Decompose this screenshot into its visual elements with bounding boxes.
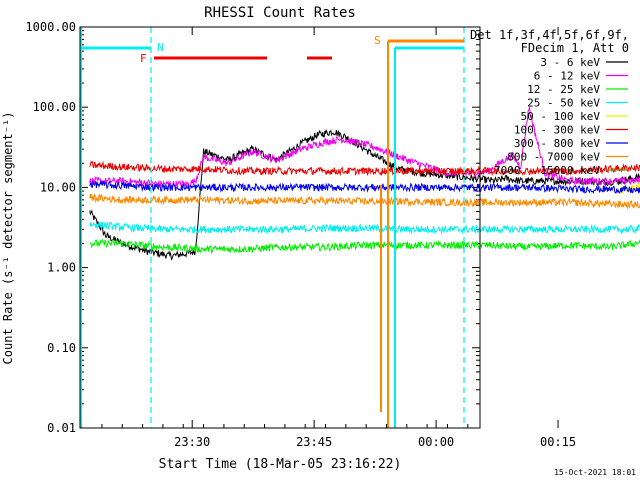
series-line xyxy=(89,221,640,235)
y-tick-label: 1000.00 xyxy=(25,20,76,34)
y-tick-label: 100.00 xyxy=(33,100,76,114)
saa-label: S xyxy=(374,34,381,47)
timestamp: 15-Oct-2021 18:01 xyxy=(554,468,636,477)
legend-label: 12 - 25 keV xyxy=(527,83,600,96)
series-line xyxy=(89,180,640,194)
x-tick-label: 00:15 xyxy=(540,435,576,449)
x-tick-label: 23:45 xyxy=(296,435,332,449)
legend: Det 1f,3f,4f,5f,6f,9f, FDecim 1, Att 0 3… xyxy=(470,28,629,177)
legend-label: 25 - 50 keV xyxy=(527,97,600,110)
legend-header-line-1: Det 1f,3f,4f,5f,6f,9f, xyxy=(470,28,629,42)
night-label: N xyxy=(157,41,164,54)
y-tick-label: 10.00 xyxy=(40,180,76,194)
y-tick-label: 0.01 xyxy=(47,421,76,435)
legend-label: 300 - 800 keV xyxy=(514,137,600,150)
series-line xyxy=(89,160,640,177)
legend-header-line-2: FDecim 1, Att 0 xyxy=(521,41,629,55)
y-axis-label: Count Rate (s⁻¹ detector segment⁻¹) xyxy=(1,112,15,365)
legend-label: 100 - 300 keV xyxy=(514,124,600,137)
flare-label: F xyxy=(140,52,147,65)
legend-label: 3 - 6 keV xyxy=(540,56,600,69)
event-markers: NF S xyxy=(80,27,465,428)
legend-label: 6 - 12 keV xyxy=(534,70,601,83)
legend-label: 50 - 100 keV xyxy=(521,110,601,123)
series-line xyxy=(89,107,640,189)
series-lines xyxy=(89,107,640,261)
y-tick-label: 1.00 xyxy=(47,261,76,275)
series-line xyxy=(89,193,640,210)
x-axis-label: Start Time (18-Mar-05 23:16:22) xyxy=(159,457,402,472)
x-tick-label: 23:30 xyxy=(174,435,210,449)
series-line xyxy=(89,238,640,255)
plot-frame xyxy=(79,26,481,429)
x-tick-label: 00:00 xyxy=(418,435,454,449)
y-tick-label: 0.10 xyxy=(47,341,76,355)
chart-title: RHESSI Count Rates xyxy=(204,5,356,21)
legend-label: 800 - 7000 keV xyxy=(507,151,600,164)
legend-label: 7000 - 15000 keV xyxy=(494,164,600,177)
